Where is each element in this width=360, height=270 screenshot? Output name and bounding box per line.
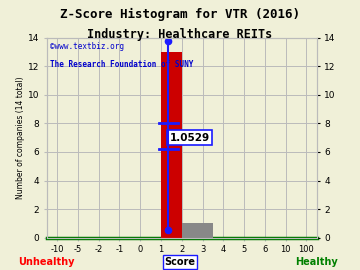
- Text: Z-Score Histogram for VTR (2016): Z-Score Histogram for VTR (2016): [60, 8, 300, 21]
- Text: Unhealthy: Unhealthy: [19, 256, 75, 266]
- Text: ©www.textbiz.org: ©www.textbiz.org: [50, 42, 123, 51]
- Bar: [161, 52, 182, 238]
- Text: 1.0529: 1.0529: [169, 133, 210, 143]
- Text: The Research Foundation of SUNY: The Research Foundation of SUNY: [50, 60, 193, 69]
- Bar: [182, 223, 213, 238]
- Text: Healthy: Healthy: [296, 256, 338, 266]
- Y-axis label: Number of companies (14 total): Number of companies (14 total): [16, 76, 25, 199]
- Text: Industry: Healthcare REITs: Industry: Healthcare REITs: [87, 28, 273, 41]
- Text: Score: Score: [165, 256, 195, 266]
